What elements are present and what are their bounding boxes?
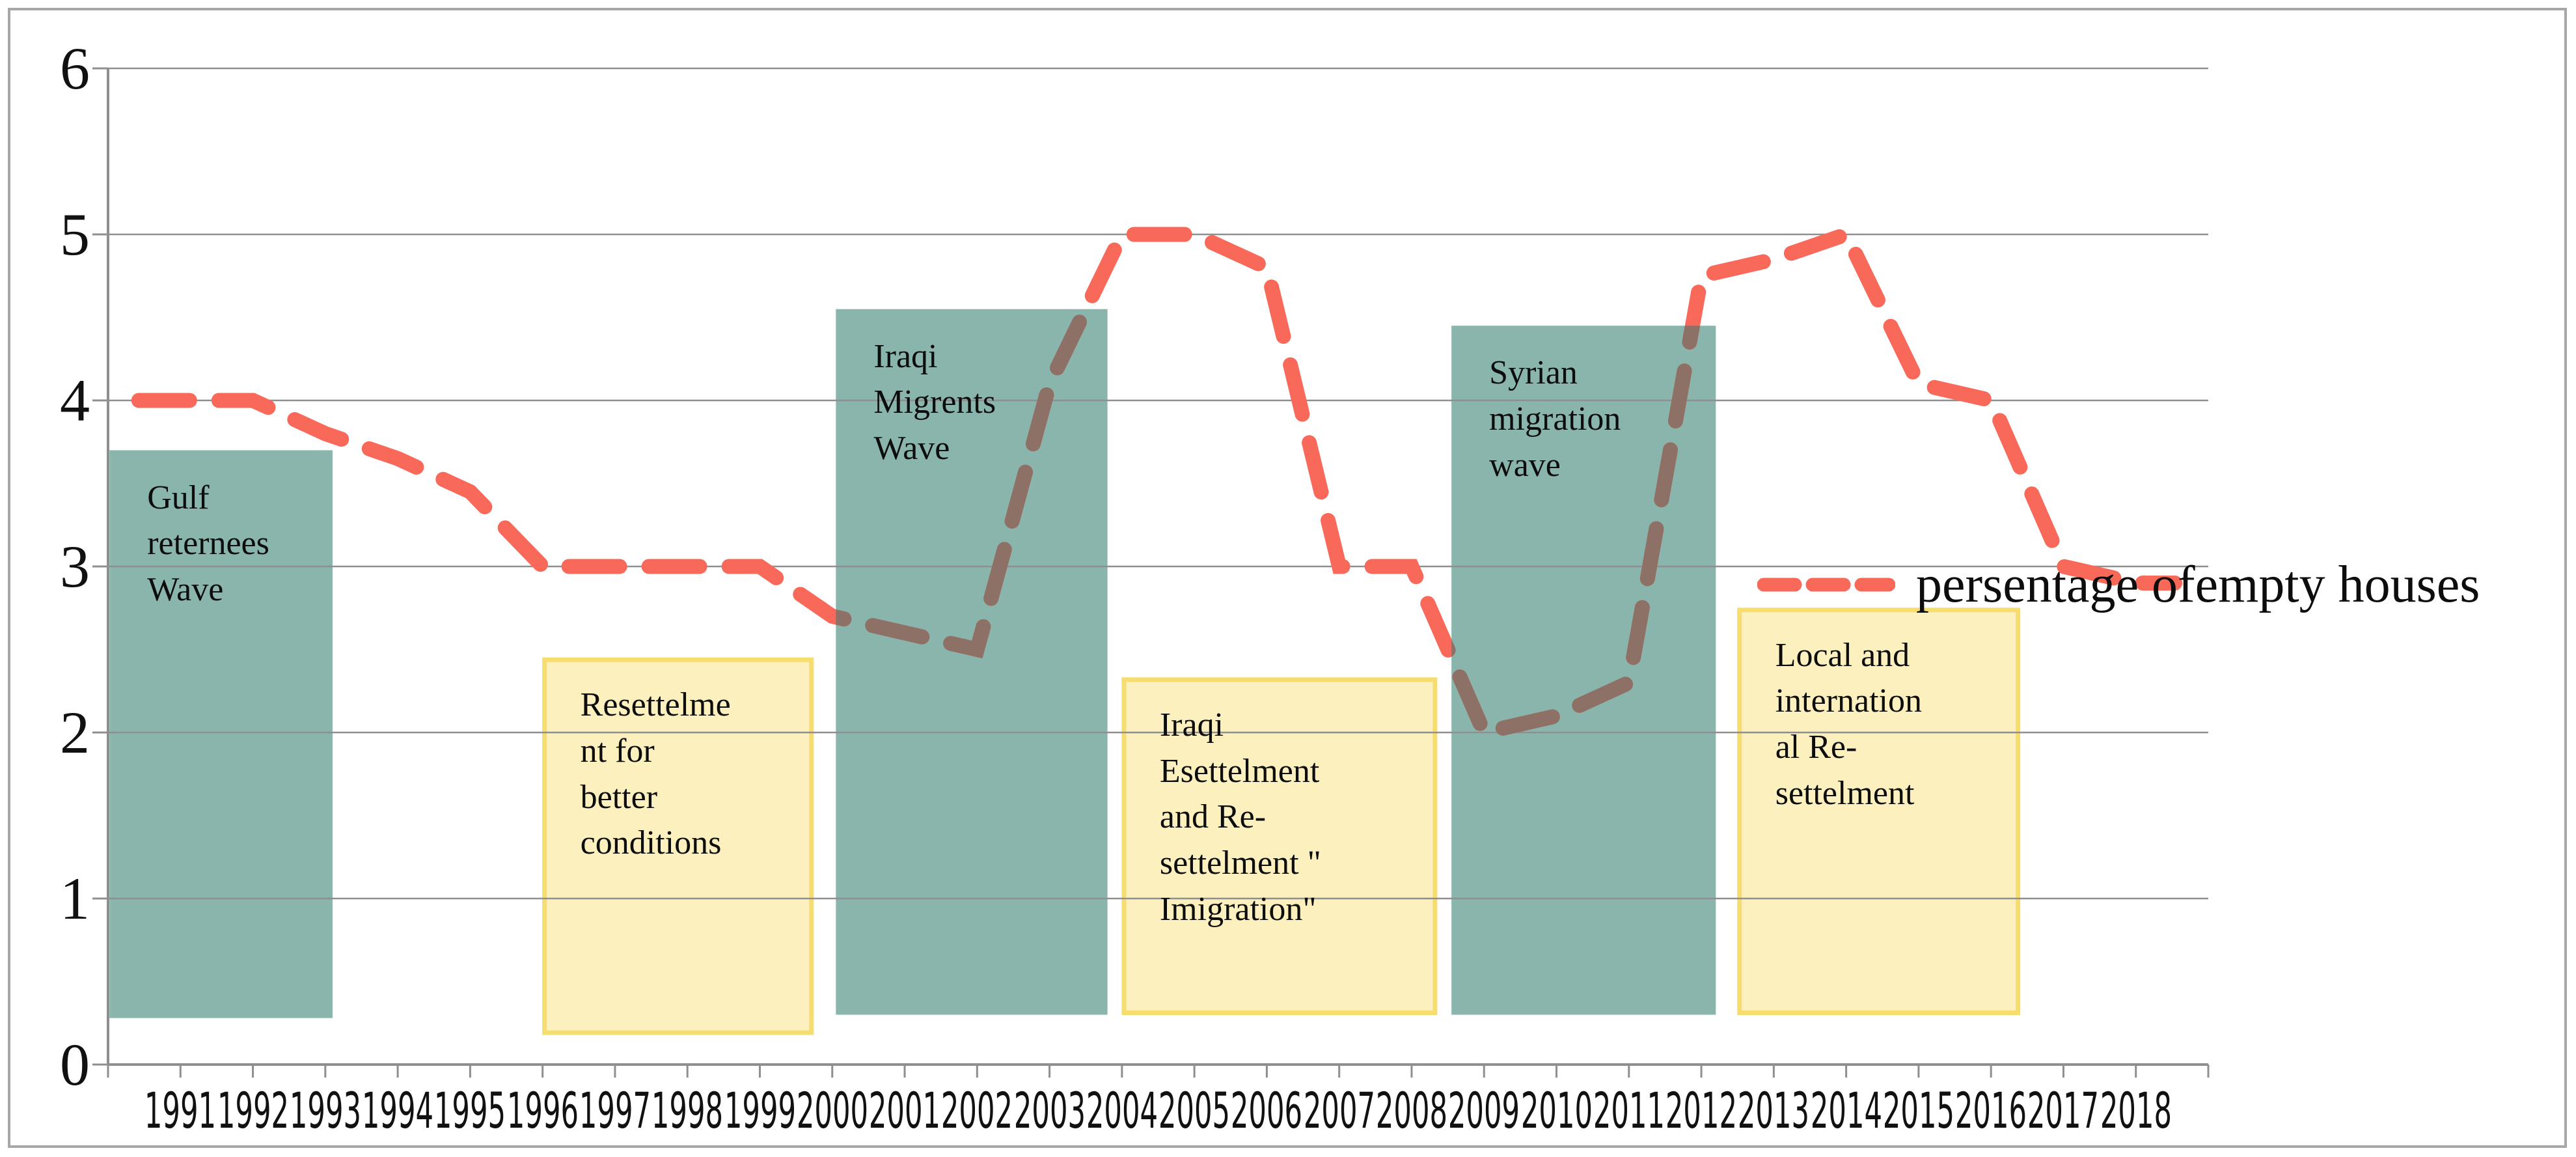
annotation-label: Iraqi Esettelment and Re- settelment " I… bbox=[1159, 706, 1321, 928]
x-axis-label: 2007 bbox=[1303, 1081, 1375, 1139]
x-axis-label: 1996 bbox=[506, 1081, 579, 1139]
x-axis-label: 2018 bbox=[2100, 1081, 2172, 1139]
x-axis-label: 2004 bbox=[1086, 1081, 1158, 1139]
x-axis-label: 1994 bbox=[361, 1081, 434, 1139]
annotation-label: Iraqi Migrents Wave bbox=[873, 337, 996, 467]
y-axis-label: 1 bbox=[60, 865, 90, 932]
x-axis-label: 2016 bbox=[1955, 1081, 2027, 1139]
annotation-label: Syrian migration wave bbox=[1489, 354, 1621, 484]
x-axis-label: 1995 bbox=[434, 1081, 506, 1139]
legend: persentage ofempty houses bbox=[1757, 551, 2480, 619]
annotation-box-yellow bbox=[1737, 607, 2021, 1015]
x-axis-label: 2008 bbox=[1375, 1081, 1448, 1139]
empty-houses-line bbox=[131, 225, 2183, 742]
x-axis-label: 2013 bbox=[1738, 1081, 1810, 1139]
y-axis-label: 3 bbox=[60, 533, 90, 600]
y-axis-label: 5 bbox=[60, 201, 90, 268]
annotation-box-yellow bbox=[1121, 677, 1438, 1015]
x-axis-label: 2017 bbox=[2027, 1081, 2100, 1139]
x-axis-label: 1992 bbox=[217, 1081, 289, 1139]
x-axis-label: 2005 bbox=[1158, 1081, 1231, 1139]
x-axis-label: 2014 bbox=[1810, 1081, 1882, 1139]
annotation-box-teal bbox=[109, 450, 333, 1018]
x-axis-label: 2012 bbox=[1665, 1081, 1738, 1139]
annotation-label: Local and internation al Re- settelment bbox=[1775, 636, 1922, 812]
x-axis-label: 1993 bbox=[289, 1081, 361, 1139]
x-axis-label: 1991 bbox=[144, 1081, 217, 1139]
x-axis-label: 2002 bbox=[941, 1081, 1013, 1139]
x-axis-label: 2009 bbox=[1448, 1081, 1520, 1139]
y-axis-label: 6 bbox=[60, 35, 90, 102]
annotation-box-yellow bbox=[542, 657, 814, 1035]
x-axis-label: 2011 bbox=[1593, 1081, 1665, 1139]
annotation-box-teal bbox=[1451, 326, 1716, 1015]
annotation-label: Gulf reternees Wave bbox=[147, 479, 269, 608]
x-axis-label: 2015 bbox=[1882, 1081, 1955, 1139]
x-axis-label: 2000 bbox=[796, 1081, 868, 1139]
x-axis-label: 1998 bbox=[651, 1081, 724, 1139]
x-axis-label: 1997 bbox=[579, 1081, 651, 1139]
annotation-box-teal bbox=[836, 309, 1108, 1015]
y-axis-label: 0 bbox=[60, 1031, 90, 1098]
y-axis-label: 2 bbox=[60, 699, 90, 766]
legend-line-swatch-icon bbox=[1757, 578, 1895, 592]
x-axis-label: 2003 bbox=[1013, 1081, 1086, 1139]
x-axis-label: 2006 bbox=[1231, 1081, 1303, 1139]
y-axis-label: 4 bbox=[60, 367, 90, 434]
x-axis-label: 2001 bbox=[868, 1081, 941, 1139]
x-axis-label: 2010 bbox=[1520, 1081, 1593, 1139]
legend-label: persentage ofempty houses bbox=[1916, 555, 2480, 613]
x-axis-label: 1999 bbox=[724, 1081, 796, 1139]
annotation-label: Resettelme nt for better conditions bbox=[580, 686, 731, 862]
